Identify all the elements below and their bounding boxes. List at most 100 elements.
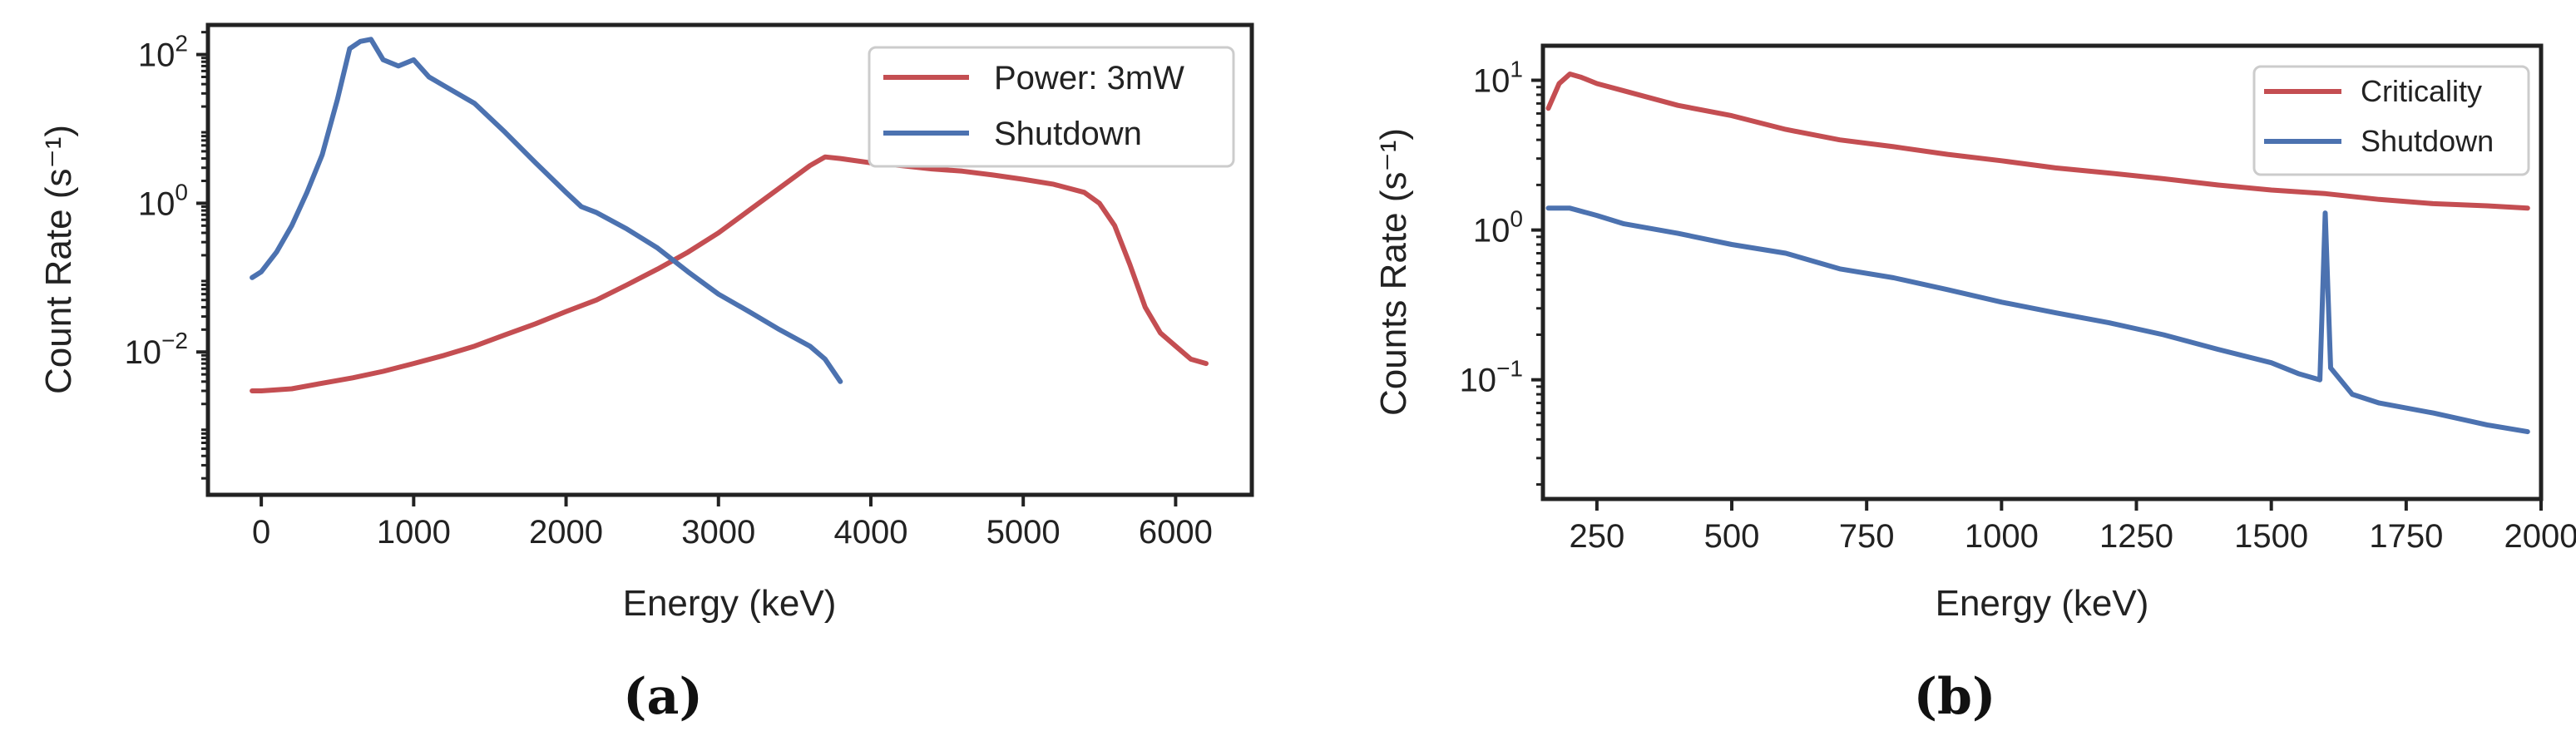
legend-a: Power: 3mW Shutdown — [868, 46, 1235, 168]
data-point-b-1-0 — [1547, 206, 1550, 210]
x-tick-label-a-4: 4000 — [833, 514, 907, 551]
data-point-b-0-20 — [2431, 202, 2435, 205]
data-point-a-0-0 — [250, 389, 254, 393]
data-point-a-0-9 — [503, 333, 507, 337]
data-point-b-1-14 — [2216, 348, 2219, 351]
data-point-b-0-19 — [2377, 198, 2381, 201]
legend-label-a-1: Shutdown — [994, 116, 1142, 152]
y-axis-label-b: Counts Rate (s⁻¹) — [1373, 128, 1414, 416]
panel-label-a: (a) — [623, 668, 703, 726]
data-point-a-1-10 — [382, 58, 385, 62]
data-point-a-0-21 — [838, 157, 842, 161]
data-point-a-1-29 — [838, 380, 842, 383]
y-ticks-b: 10−1 100 101 — [1460, 57, 1543, 487]
x-tick-label-a-0: 0 — [252, 514, 270, 551]
data-point-a-1-25 — [747, 310, 750, 314]
series-group-b — [1545, 72, 2530, 435]
x-tick-label-b-3: 1000 — [1965, 518, 2039, 555]
data-point-a-1-20 — [595, 211, 598, 215]
series-line-a-1 — [250, 37, 843, 384]
data-point-a-0-24 — [930, 167, 933, 170]
data-point-a-1-2 — [274, 250, 278, 254]
panel-label-b: (b) — [1914, 668, 1996, 726]
y-axis-label-a: Count Rate (s⁻¹) — [38, 125, 79, 394]
axes-frame-b — [1540, 43, 2544, 501]
data-point-a-0-37 — [1204, 362, 1208, 365]
data-point-b-1-13 — [2162, 333, 2165, 336]
x-tick-label-a-5: 5000 — [986, 514, 1061, 551]
axes-frame-a — [205, 22, 1254, 497]
data-point-a-0-8 — [473, 344, 477, 348]
data-point-a-0-32 — [1128, 263, 1131, 266]
data-point-b-1-5 — [1730, 243, 1733, 246]
y-ticks-a: 10−2 100 102 — [125, 31, 208, 480]
data-point-a-1-24 — [717, 293, 720, 296]
data-point-a-0-20 — [823, 156, 827, 159]
x-axis-label-b: Energy (keV) — [1936, 583, 2149, 624]
data-point-b-0-18 — [2324, 192, 2326, 195]
data-point-b-1-4 — [1676, 232, 1679, 235]
data-point-b-1-9 — [1946, 288, 1949, 291]
data-point-a-1-27 — [808, 344, 812, 348]
legend-label-b-0: Criticality — [2361, 74, 2482, 108]
data-point-b-1-2 — [1595, 214, 1599, 217]
data-point-a-0-36 — [1189, 358, 1193, 361]
data-point-b-1-20 — [2351, 393, 2354, 396]
data-point-b-1-18 — [2324, 211, 2326, 215]
data-point-b-1-3 — [1622, 222, 1625, 225]
data-point-a-0-17 — [747, 209, 750, 212]
chart-panel-b: 250 500 750 1000 1250 1500 1750 2000 10−1 100 101… — [1373, 43, 2576, 726]
data-point-a-0-15 — [686, 250, 690, 254]
data-point-a-0-16 — [717, 231, 720, 235]
data-point-b-1-23 — [2485, 423, 2489, 427]
data-point-a-1-5 — [320, 153, 324, 156]
data-point-b-1-16 — [2297, 372, 2300, 375]
x-tick-label-b-6: 1750 — [2369, 518, 2443, 555]
data-point-a-0-6 — [412, 362, 415, 365]
y-tick-label-b-1: 100 — [1473, 206, 1523, 249]
data-point-b-0-9 — [1838, 138, 1842, 141]
data-point-b-1-6 — [1784, 252, 1787, 254]
data-point-b-1-8 — [1892, 276, 1896, 279]
data-point-a-1-13 — [428, 76, 431, 78]
data-point-a-0-35 — [1174, 344, 1177, 348]
data-point-b-0-12 — [2000, 159, 2003, 162]
data-point-b-1-12 — [2108, 321, 2111, 324]
data-point-b-1-21 — [2377, 402, 2381, 405]
data-point-a-1-1 — [260, 270, 263, 274]
x-axis-label-a: Energy (keV) — [623, 583, 837, 624]
legend-b: Criticality Shutdown — [2252, 65, 2530, 176]
data-point-a-0-28 — [1052, 183, 1056, 186]
data-point-a-1-26 — [778, 328, 781, 331]
data-point-a-0-14 — [656, 268, 659, 271]
data-point-a-0-30 — [1098, 201, 1101, 205]
data-point-a-1-0 — [250, 276, 254, 279]
data-point-b-0-1 — [1558, 82, 1560, 85]
data-point-b-1-19 — [2329, 366, 2332, 369]
data-point-a-0-19 — [808, 164, 812, 167]
data-point-a-1-19 — [580, 205, 583, 208]
x-ticks-b: 250 500 750 1000 1250 1500 1750 2000 — [1569, 499, 2576, 555]
data-point-a-0-26 — [991, 173, 994, 176]
data-point-b-1-11 — [2054, 311, 2057, 314]
data-point-a-1-11 — [397, 64, 400, 67]
data-point-b-0-0 — [1547, 106, 1550, 110]
data-point-b-1-24 — [2526, 430, 2529, 433]
data-point-a-1-28 — [823, 358, 827, 361]
x-tick-label-b-7: 2000 — [2504, 518, 2576, 555]
data-point-b-1-15 — [2270, 361, 2273, 364]
y-tick-label-a-1: 100 — [138, 179, 188, 222]
data-point-a-0-3 — [320, 382, 324, 385]
data-point-a-0-13 — [625, 284, 629, 286]
series-group-a — [250, 37, 1209, 393]
data-point-b-0-17 — [2270, 189, 2273, 191]
data-point-a-0-11 — [565, 310, 567, 314]
data-point-a-0-25 — [961, 170, 964, 173]
data-point-b-1-10 — [2000, 300, 2003, 304]
data-point-b-0-8 — [1784, 128, 1787, 131]
data-point-b-1-22 — [2431, 412, 2435, 415]
data-point-b-0-14 — [2108, 171, 2111, 175]
data-point-a-0-34 — [1159, 331, 1162, 334]
data-point-a-1-12 — [412, 58, 415, 62]
